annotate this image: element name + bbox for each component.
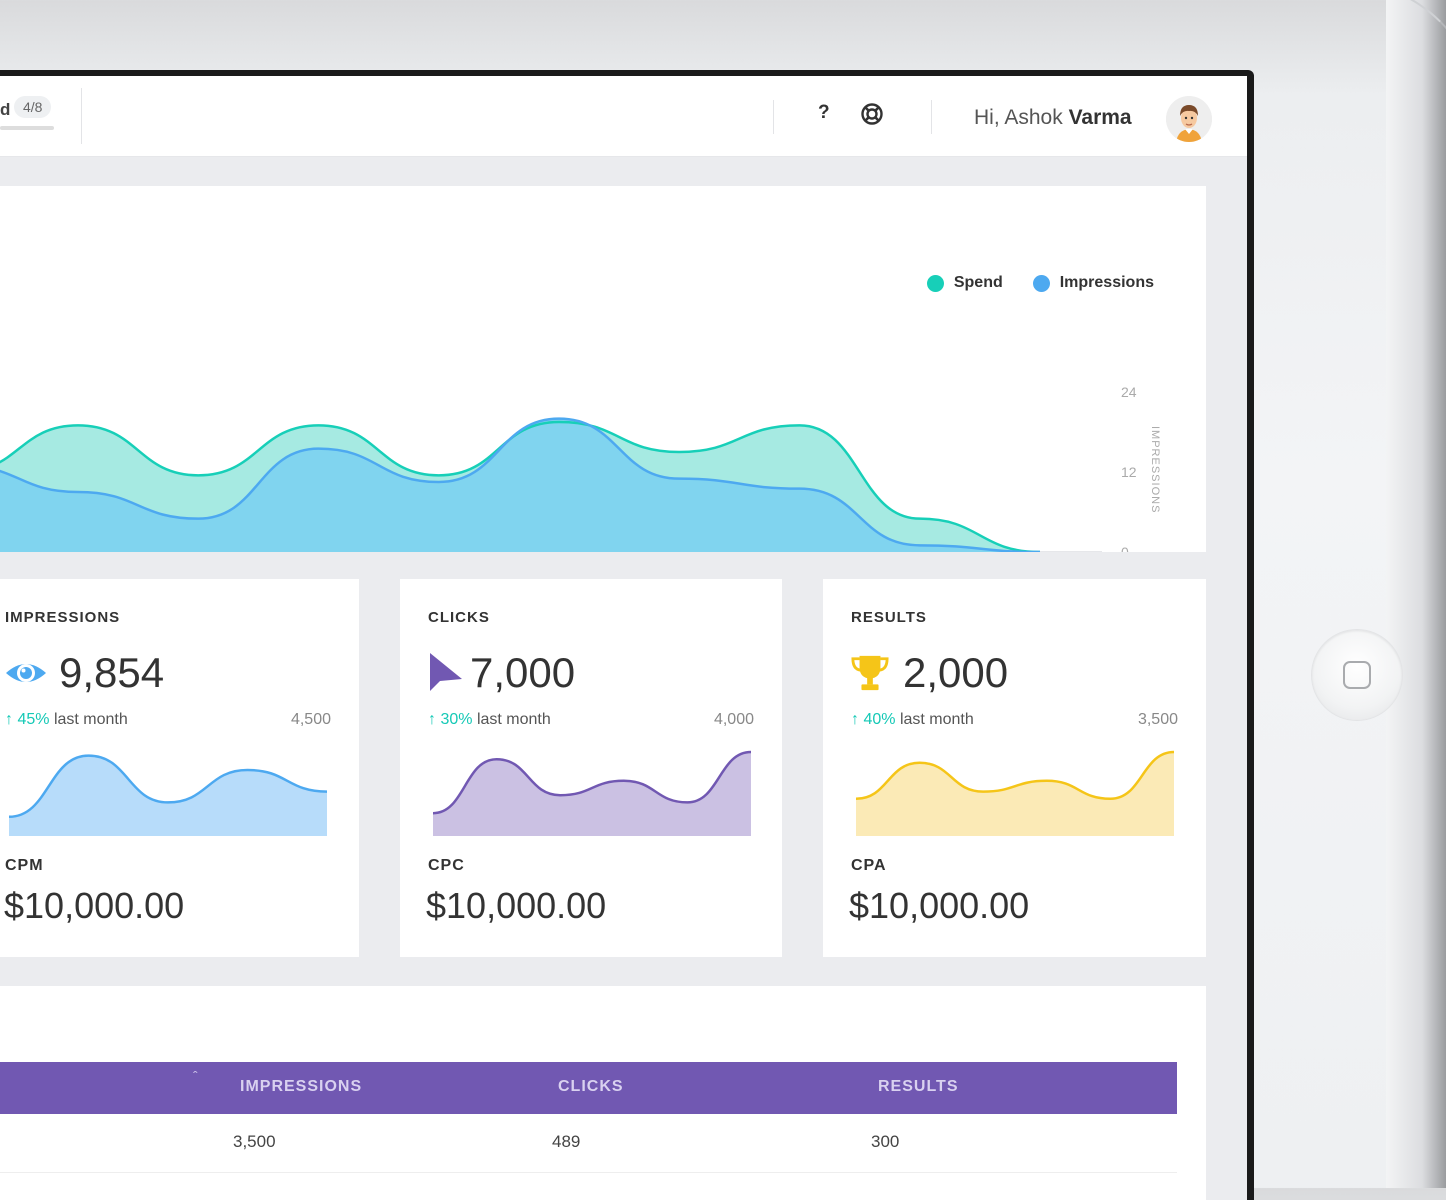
stat-change-percent: 40% bbox=[863, 711, 896, 728]
top-bar: d 4/8 ? Hi, Ashok Varma bbox=[0, 76, 1247, 157]
stat-change: ↑ 40% last month bbox=[851, 711, 974, 729]
arrow-up-icon: ↑ bbox=[851, 711, 859, 728]
sparkline-clicks bbox=[432, 750, 752, 836]
device-frame-corner bbox=[1300, 0, 1446, 122]
legend-item-impressions[interactable]: Impressions bbox=[1032, 274, 1154, 292]
stat-title: IMPRESSIONS bbox=[5, 609, 121, 626]
eye-icon bbox=[6, 664, 46, 682]
device-frame-edge bbox=[1386, 0, 1446, 1188]
stat-reference-value: 3,500 bbox=[1137, 711, 1178, 728]
stat-card-clicks: CLICKS 7,000 ↑ 30% last month 4,000 CPC … bbox=[400, 579, 782, 957]
y-axis-title: IMPRESSIONS bbox=[1149, 426, 1161, 513]
step-progress-bar bbox=[0, 126, 54, 130]
user-greeting[interactable]: Hi, Ashok Varma bbox=[974, 106, 1132, 130]
user-name: Varma bbox=[1068, 106, 1132, 129]
stat-reference-value: 4,000 bbox=[713, 711, 754, 728]
campaign-table-card: ˆ IMPRESSIONS CLICKS RESULTS 3,500 489 3… bbox=[0, 986, 1206, 1200]
stat-change: ↑ 30% last month bbox=[428, 711, 551, 729]
sub-metric-title: CPA bbox=[851, 857, 887, 874]
lifebuoy-icon[interactable] bbox=[860, 102, 884, 126]
stat-change: ↑ 45% last month bbox=[5, 711, 128, 729]
stat-value: 7,000 bbox=[470, 649, 576, 696]
impressions-legend-dot bbox=[1032, 274, 1050, 292]
sparkline-line bbox=[432, 750, 752, 815]
table-cell: 489 bbox=[552, 1132, 581, 1151]
divider bbox=[931, 100, 932, 134]
impressions-area bbox=[0, 418, 1040, 552]
arrow-up-icon: ↑ bbox=[428, 711, 436, 728]
impressions-line bbox=[0, 417, 1041, 552]
column-header-clicks[interactable]: CLICKS bbox=[558, 1078, 624, 1095]
stat-change-period: last month bbox=[476, 711, 551, 728]
stat-title: CLICKS bbox=[428, 609, 490, 626]
spend-legend-dot bbox=[926, 274, 944, 292]
sub-metric-value: $10,000.00 bbox=[4, 885, 185, 926]
table-cell: 3,500 bbox=[233, 1132, 276, 1151]
y-tick-label: 0 bbox=[1121, 544, 1129, 552]
step-progress-badge: 4/8 bbox=[14, 96, 52, 118]
stat-value: 9,854 bbox=[59, 649, 165, 696]
divider bbox=[81, 88, 82, 144]
stat-card-results: RESULTS 2,000 ↑ 40% last month 3,500 CPA… bbox=[823, 579, 1206, 957]
sparkline-line bbox=[8, 754, 328, 819]
stat-title: RESULTS bbox=[851, 609, 927, 626]
sub-metric-title: CPC bbox=[428, 857, 465, 874]
sparkline-line bbox=[855, 750, 1175, 801]
trophy-icon bbox=[851, 655, 889, 691]
sub-metric-value: $10,000.00 bbox=[849, 885, 1030, 926]
column-header-results[interactable]: RESULTS bbox=[878, 1078, 959, 1095]
stat-change-period: last month bbox=[53, 711, 128, 728]
y-tick-label: 12 bbox=[1121, 464, 1137, 480]
arrow-up-icon: ↑ bbox=[5, 711, 13, 728]
sub-metric-value: $10,000.00 bbox=[426, 885, 607, 926]
stat-value: 2,000 bbox=[903, 649, 1009, 696]
stat-card-impressions: IMPRESSIONS 9,854 ↑ 45% last month 4,500… bbox=[0, 579, 359, 957]
sparkline-results bbox=[855, 750, 1175, 836]
sub-metric-title: CPM bbox=[5, 857, 44, 874]
device-screen: d 4/8 ? Hi, Ashok Varma bbox=[0, 70, 1254, 1200]
divider bbox=[773, 100, 774, 134]
stat-change-percent: 30% bbox=[440, 711, 473, 728]
table-row[interactable]: 3,500 489 300 bbox=[0, 1114, 1177, 1173]
stat-change-percent: 45% bbox=[17, 711, 50, 728]
sparkline-area bbox=[856, 752, 1174, 836]
spend-line bbox=[0, 420, 1041, 552]
sort-caret-icon[interactable]: ˆ bbox=[193, 1068, 198, 1084]
cursor-icon bbox=[430, 653, 462, 691]
legend-item-spend[interactable]: Spend bbox=[926, 274, 1003, 292]
stat-reference-value: 4,500 bbox=[290, 711, 331, 728]
area-chart: AprMayJunJulAugSepOctNovDec24120IMPRESSI… bbox=[0, 384, 1161, 552]
app-viewport: d 4/8 ? Hi, Ashok Varma bbox=[0, 76, 1247, 1200]
table-header: ˆ IMPRESSIONS CLICKS RESULTS bbox=[0, 1062, 1177, 1114]
home-button[interactable] bbox=[1312, 630, 1402, 720]
legend-label: Impressions bbox=[1059, 274, 1154, 291]
greeting-prefix: Hi, Ashok bbox=[974, 106, 1063, 129]
stat-change-period: last month bbox=[899, 711, 974, 728]
y-tick-label: 24 bbox=[1121, 384, 1137, 400]
home-button-square-icon bbox=[1343, 661, 1371, 689]
help-icon[interactable]: ? bbox=[818, 102, 830, 123]
performance-chart-card: AprMayJunJulAugSepOctNovDec24120IMPRESSI… bbox=[0, 186, 1206, 552]
sparkline-area bbox=[433, 752, 751, 836]
column-header-impressions[interactable]: IMPRESSIONS bbox=[240, 1078, 363, 1095]
sparkline-impressions bbox=[8, 754, 328, 836]
table-cell: 300 bbox=[871, 1132, 900, 1151]
legend-label: Spend bbox=[953, 274, 1003, 291]
avatar[interactable] bbox=[1166, 96, 1212, 142]
step-label: d bbox=[0, 100, 11, 119]
chart-legend: Spend Impressions bbox=[926, 274, 1154, 292]
sparkline-area bbox=[9, 755, 327, 836]
